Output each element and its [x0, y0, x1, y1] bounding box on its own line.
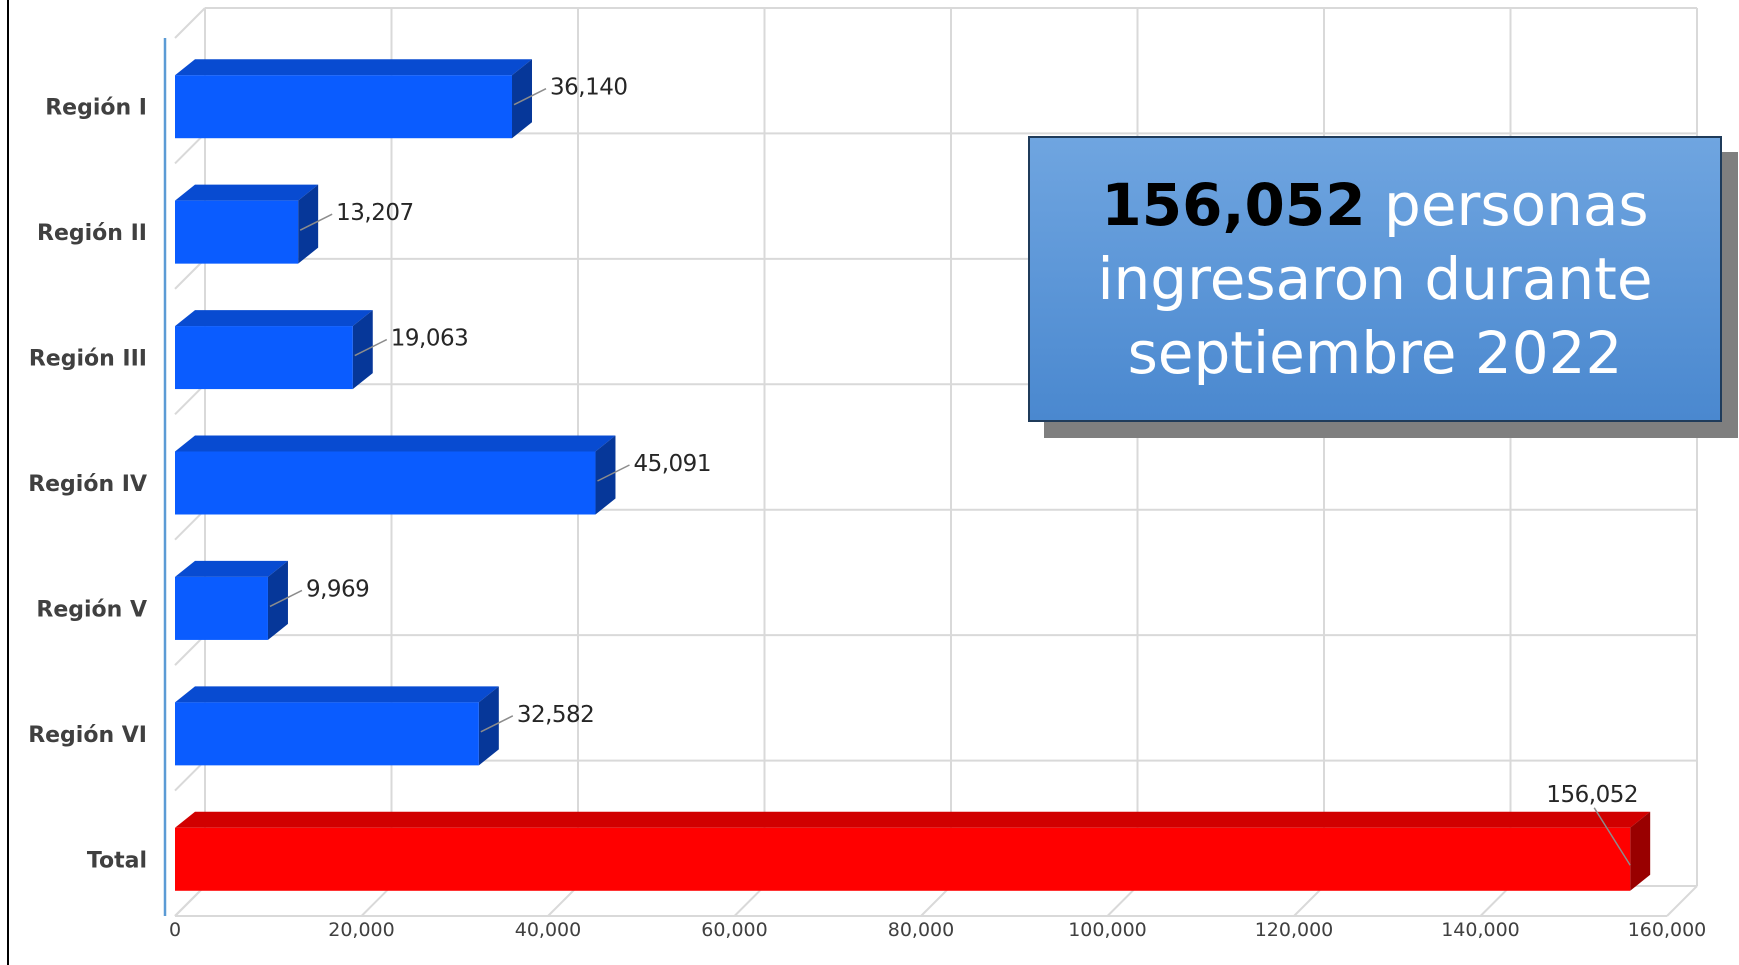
bar-top-face — [175, 686, 499, 703]
floor-line — [1479, 885, 1512, 917]
floor-line — [1666, 885, 1698, 917]
data-label-leader — [597, 464, 630, 482]
side-wall-line — [174, 509, 206, 541]
data-label-leader — [299, 213, 333, 231]
category-label: Región V — [36, 597, 147, 622]
data-label-leader — [354, 338, 388, 357]
summary-callout: 156,052 personas ingresaron durante sept… — [1028, 136, 1722, 422]
floor-line — [547, 885, 579, 917]
bar-top-face — [175, 310, 373, 327]
category-label: Región IV — [28, 472, 147, 497]
callout-line-1: 156,052 personas — [1101, 168, 1648, 242]
x-tick-label: 160,000 — [1628, 919, 1707, 941]
data-label-leader — [1593, 807, 1631, 866]
x-axis-ticks: 0 20,000 40,000 60,000 80,000 100,000 120,000 1… — [169, 919, 1706, 941]
bar-front-face — [175, 576, 268, 640]
x-tick-label: 100,000 — [1068, 919, 1147, 941]
bar-front-face — [175, 326, 353, 390]
side-wall-line — [174, 383, 206, 415]
bar-end-face — [595, 435, 616, 515]
category-label: Región I — [45, 96, 147, 121]
bar-2 — [175, 310, 373, 390]
bar-end-face — [267, 560, 288, 640]
callout-highlight: 156,052 — [1101, 171, 1366, 239]
bar-0 — [175, 59, 533, 139]
bar-top-face — [175, 435, 616, 452]
x-tick-label: 0 — [169, 919, 181, 941]
bar-front-face — [175, 702, 479, 766]
x-tick-label: 140,000 — [1441, 919, 1520, 941]
data-label-leader — [269, 589, 303, 608]
x-tick-label: 60,000 — [701, 919, 767, 941]
bars — [175, 59, 1651, 891]
category-labels: Región I 36,140 Región II 13,207 Región III 1… — [28, 75, 1638, 874]
data-label: 32,582 — [517, 702, 594, 728]
bar-3 — [175, 435, 616, 515]
bar-4 — [175, 560, 288, 640]
bar-1 — [175, 184, 319, 264]
floor-line — [733, 885, 766, 917]
side-wall-line — [174, 759, 206, 792]
floor-line — [1106, 885, 1139, 917]
category-label: Región III — [29, 347, 147, 372]
category-label: Región VI — [28, 723, 147, 748]
x-tick-label: 40,000 — [515, 919, 581, 941]
side-wall-line — [174, 132, 206, 165]
bar-front-face — [175, 827, 1631, 891]
bar-front-face — [175, 200, 299, 264]
bar-6 — [175, 811, 1651, 891]
data-label: 9,969 — [306, 576, 369, 602]
bar-top-face — [175, 184, 319, 201]
bar-top-face — [175, 560, 288, 577]
bar-end-face — [1630, 811, 1651, 891]
data-label: 36,140 — [550, 75, 627, 101]
bar-front-face — [175, 451, 596, 515]
floor-line — [1293, 885, 1325, 917]
bar-end-face — [478, 686, 499, 766]
bar-top-face — [175, 811, 1651, 828]
data-label: 45,091 — [633, 451, 710, 477]
callout-line-3: septiembre 2022 — [1127, 319, 1623, 387]
x-tick-label: 20,000 — [328, 919, 394, 941]
bar-front-face — [175, 75, 513, 139]
bar-5 — [175, 686, 499, 766]
data-label-leader — [513, 88, 547, 106]
callout-line-2: ingresaron durante — [1097, 245, 1653, 313]
side-wall-line — [174, 7, 206, 39]
data-label: 13,207 — [336, 200, 413, 226]
data-label-leader — [480, 715, 514, 733]
bar-end-face — [352, 310, 373, 390]
side-wall-line — [174, 885, 206, 917]
x-tick-label: 120,000 — [1255, 919, 1334, 941]
side-wall-line — [174, 634, 206, 666]
side-wall-line — [174, 258, 206, 290]
callout-line-1-rest: personas — [1365, 171, 1649, 239]
data-label: 156,052 — [1546, 782, 1638, 808]
bar-top-face — [175, 59, 533, 76]
bar-end-face — [512, 59, 533, 139]
x-tick-label: 80,000 — [888, 919, 954, 941]
data-label: 19,063 — [391, 326, 468, 352]
category-label: Total — [87, 848, 147, 873]
floor-line — [920, 885, 952, 917]
category-label: Región II — [37, 221, 147, 246]
bar-end-face — [298, 184, 319, 264]
floor-line — [360, 885, 393, 917]
